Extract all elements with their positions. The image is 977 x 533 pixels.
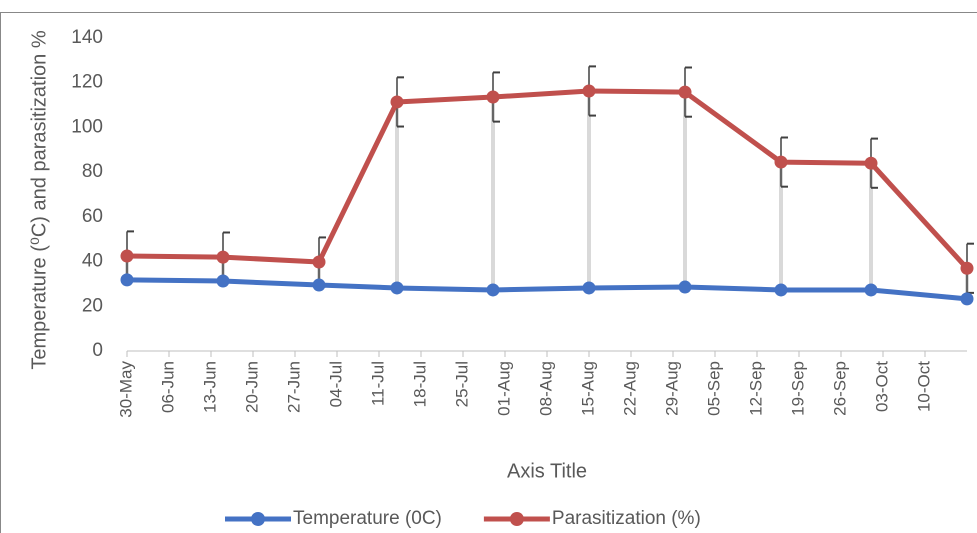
y-tick-label: 0	[92, 340, 103, 361]
marker	[486, 283, 500, 297]
x-tick-label: 22-Aug	[620, 361, 639, 416]
x-tick-label: 19-Sep	[788, 361, 807, 416]
x-tick-label: 12-Sep	[746, 361, 765, 416]
x-tick-label: 01-Aug	[494, 361, 513, 416]
x-tick-label: 30-May	[116, 361, 135, 418]
x-tick-label: 08-Aug	[536, 361, 555, 416]
series-line	[126, 88, 969, 270]
y-tick-label: 20	[82, 295, 103, 316]
marker	[864, 283, 878, 297]
x-tick-label: 29-Aug	[662, 361, 681, 416]
y-tick-label: 80	[82, 161, 103, 182]
marker	[774, 283, 788, 297]
x-tick-label: 25-Jul	[452, 361, 471, 407]
marker	[678, 85, 692, 99]
legend-label: Temperature (0C)	[293, 508, 442, 529]
x-tick-label: 15-Aug	[578, 361, 597, 416]
x-tick-label: 13-Jun	[200, 361, 219, 413]
marker	[582, 281, 596, 295]
y-tick-label: 60	[82, 206, 103, 227]
marker	[390, 281, 404, 295]
y-tick-label: 100	[71, 116, 103, 137]
marker	[312, 278, 326, 292]
x-tick-label: 05-Sep	[704, 361, 723, 416]
marker	[774, 155, 788, 169]
marker	[486, 90, 500, 104]
legend-label: Parasitization (%)	[552, 508, 701, 529]
x-tick-label: 10-Oct	[914, 361, 933, 412]
x-tick-label: 04-Jul	[326, 361, 345, 407]
marker	[216, 250, 230, 264]
marker	[582, 84, 596, 98]
series-line	[126, 277, 968, 302]
marker	[120, 273, 134, 287]
x-tick-label: 27-Jun	[284, 361, 303, 413]
frame	[0, 12, 977, 533]
marker	[120, 249, 134, 263]
x-axis-title: Axis Title	[507, 460, 587, 482]
x-tick-label: 06-Jun	[158, 361, 177, 413]
y-axis-title: Temperature (⁰C) and parasitization %	[28, 30, 50, 369]
x-tick-label: 26-Sep	[830, 361, 849, 416]
marker	[678, 280, 692, 294]
marker	[960, 292, 974, 306]
legend-marker	[251, 512, 265, 526]
marker	[960, 261, 974, 275]
marker	[312, 255, 326, 269]
y-tick-label: 120	[71, 72, 103, 93]
marker	[390, 95, 404, 109]
y-tick-label: 40	[82, 251, 103, 272]
x-tick-label: 03-Oct	[872, 361, 891, 412]
legend-marker	[509, 512, 524, 526]
marker	[864, 156, 878, 170]
y-tick-label: 140	[71, 27, 103, 48]
x-tick-label: 20-Jun	[242, 361, 261, 413]
marker	[216, 274, 230, 288]
x-tick-label: 18-Jul	[410, 361, 429, 407]
x-tick-label: 11-Jul	[368, 361, 387, 406]
